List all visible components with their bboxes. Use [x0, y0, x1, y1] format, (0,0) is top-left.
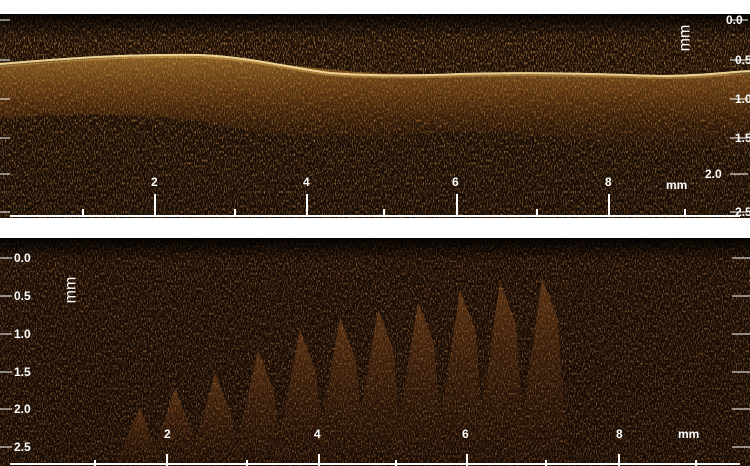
depth-tick-label-4: 2.0	[705, 167, 722, 181]
lateral-axis-ticks	[82, 194, 686, 216]
lateral-axis-ticks	[94, 454, 697, 466]
right-edge-ticks	[732, 257, 750, 448]
lateral-tick-label-4: 4	[314, 427, 321, 441]
lateral-tick-label-2: 2	[164, 427, 171, 441]
depth-axis-ticks	[0, 257, 12, 448]
oct-scan-bottom: 0.0 0.5 1.0 1.5 2.0 2.5 mm 2 4 6 8 mm	[0, 238, 750, 466]
lateral-tick-label-2: 2	[151, 175, 158, 189]
lateral-unit-label: mm	[666, 178, 688, 192]
lateral-tick-label-4: 4	[303, 175, 310, 189]
lateral-tick-label-8: 8	[605, 175, 612, 189]
oct-image-bottom	[0, 238, 750, 466]
depth-tick-label-1: 0.5	[735, 53, 750, 67]
oct-scan-top: 0.0 0.5 1.0 1.5 2.0 2.5 mm 2 4 6 8 mm	[0, 14, 750, 218]
lateral-tick-label-8: 8	[616, 427, 623, 441]
depth-tick-label-3: 1.5	[14, 365, 31, 379]
lateral-unit-label: mm	[678, 427, 700, 441]
depth-tick-label-0: 0.0	[726, 14, 743, 27]
left-edge-ticks	[0, 19, 10, 213]
depth-unit-label: mm	[62, 276, 80, 304]
depth-axis-ticks	[730, 19, 748, 213]
depth-tick-label-0: 0.0	[14, 251, 31, 265]
depth-tick-label-5: 2.5	[735, 205, 750, 218]
depth-tick-label-5: 2.5	[14, 440, 31, 454]
oct-image-top	[0, 14, 750, 218]
depth-tick-label-4: 2.0	[14, 402, 31, 416]
depth-tick-label-1: 0.5	[14, 289, 31, 303]
depth-tick-label-2: 1.0	[14, 327, 31, 341]
depth-tick-label-3: 1.5	[735, 131, 750, 145]
depth-unit-label: mm	[676, 24, 694, 52]
lateral-tick-label-6: 6	[452, 175, 459, 189]
depth-tick-label-2: 1.0	[735, 92, 750, 106]
lateral-tick-label-6: 6	[462, 427, 469, 441]
